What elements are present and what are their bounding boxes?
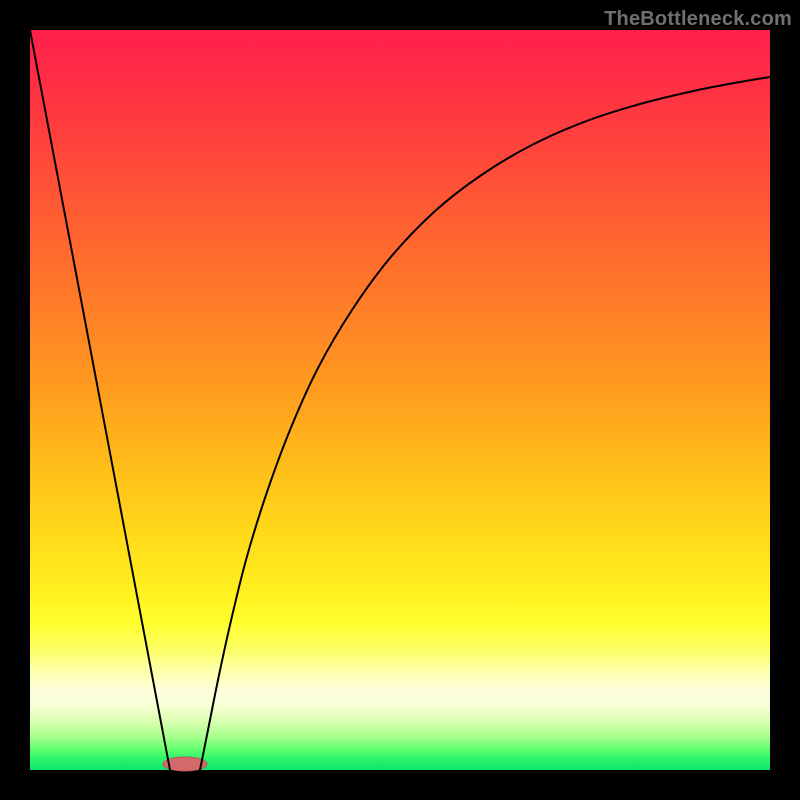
watermark-text: TheBottleneck.com: [604, 8, 792, 31]
chart-frame: TheBottleneck.com: [0, 0, 800, 800]
plot-background: [30, 30, 770, 770]
chart-svg: [0, 0, 800, 800]
